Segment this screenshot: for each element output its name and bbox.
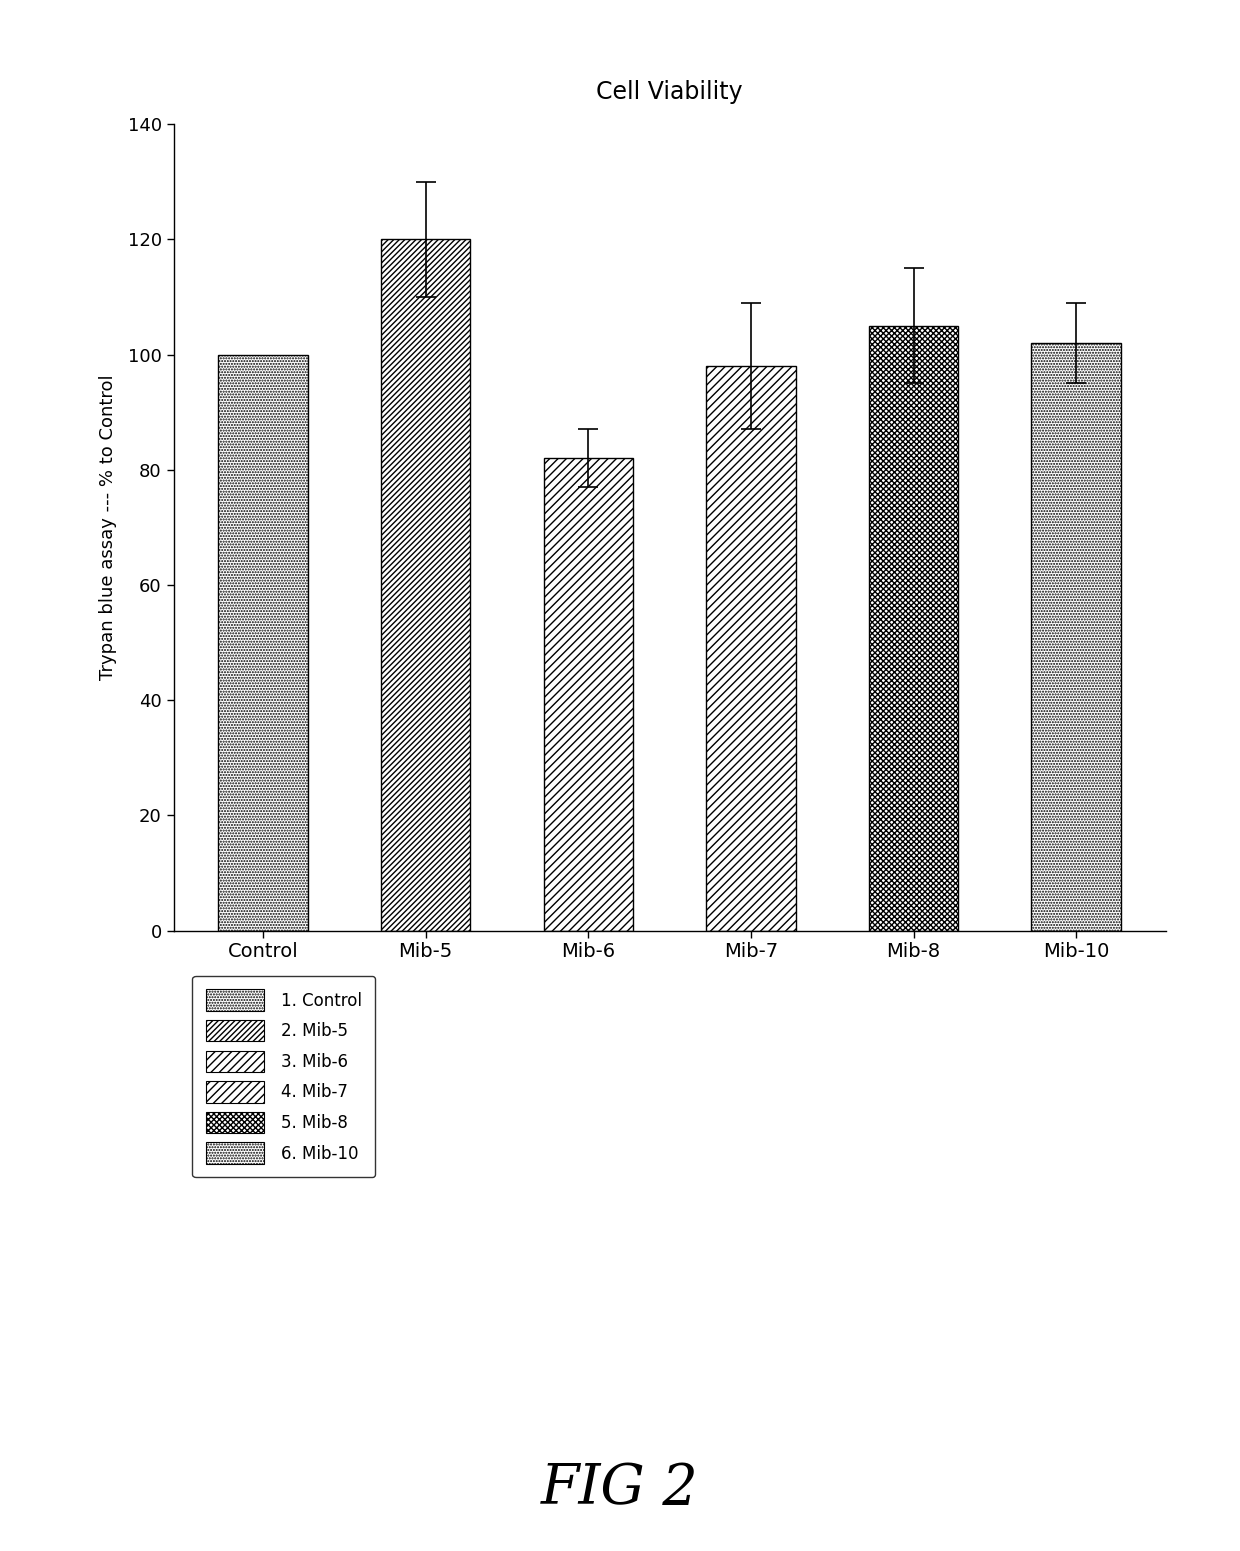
Bar [543, 458, 632, 931]
Legend: 1. Control, 2. Mib-5, 3. Mib-6, 4. Mib-7, 5. Mib-8, 6. Mib-10: 1. Control, 2. Mib-5, 3. Mib-6, 4. Mib-7… [192, 976, 374, 1177]
Text: FIG 2: FIG 2 [541, 1461, 699, 1517]
Bar [707, 366, 796, 931]
Bar [381, 239, 470, 931]
Title: Cell Viability: Cell Viability [596, 81, 743, 104]
Bar [1032, 343, 1121, 931]
Bar [218, 355, 308, 931]
Y-axis label: Trypan blue assay --- % to Control: Trypan blue assay --- % to Control [98, 374, 117, 681]
Bar [869, 326, 959, 931]
